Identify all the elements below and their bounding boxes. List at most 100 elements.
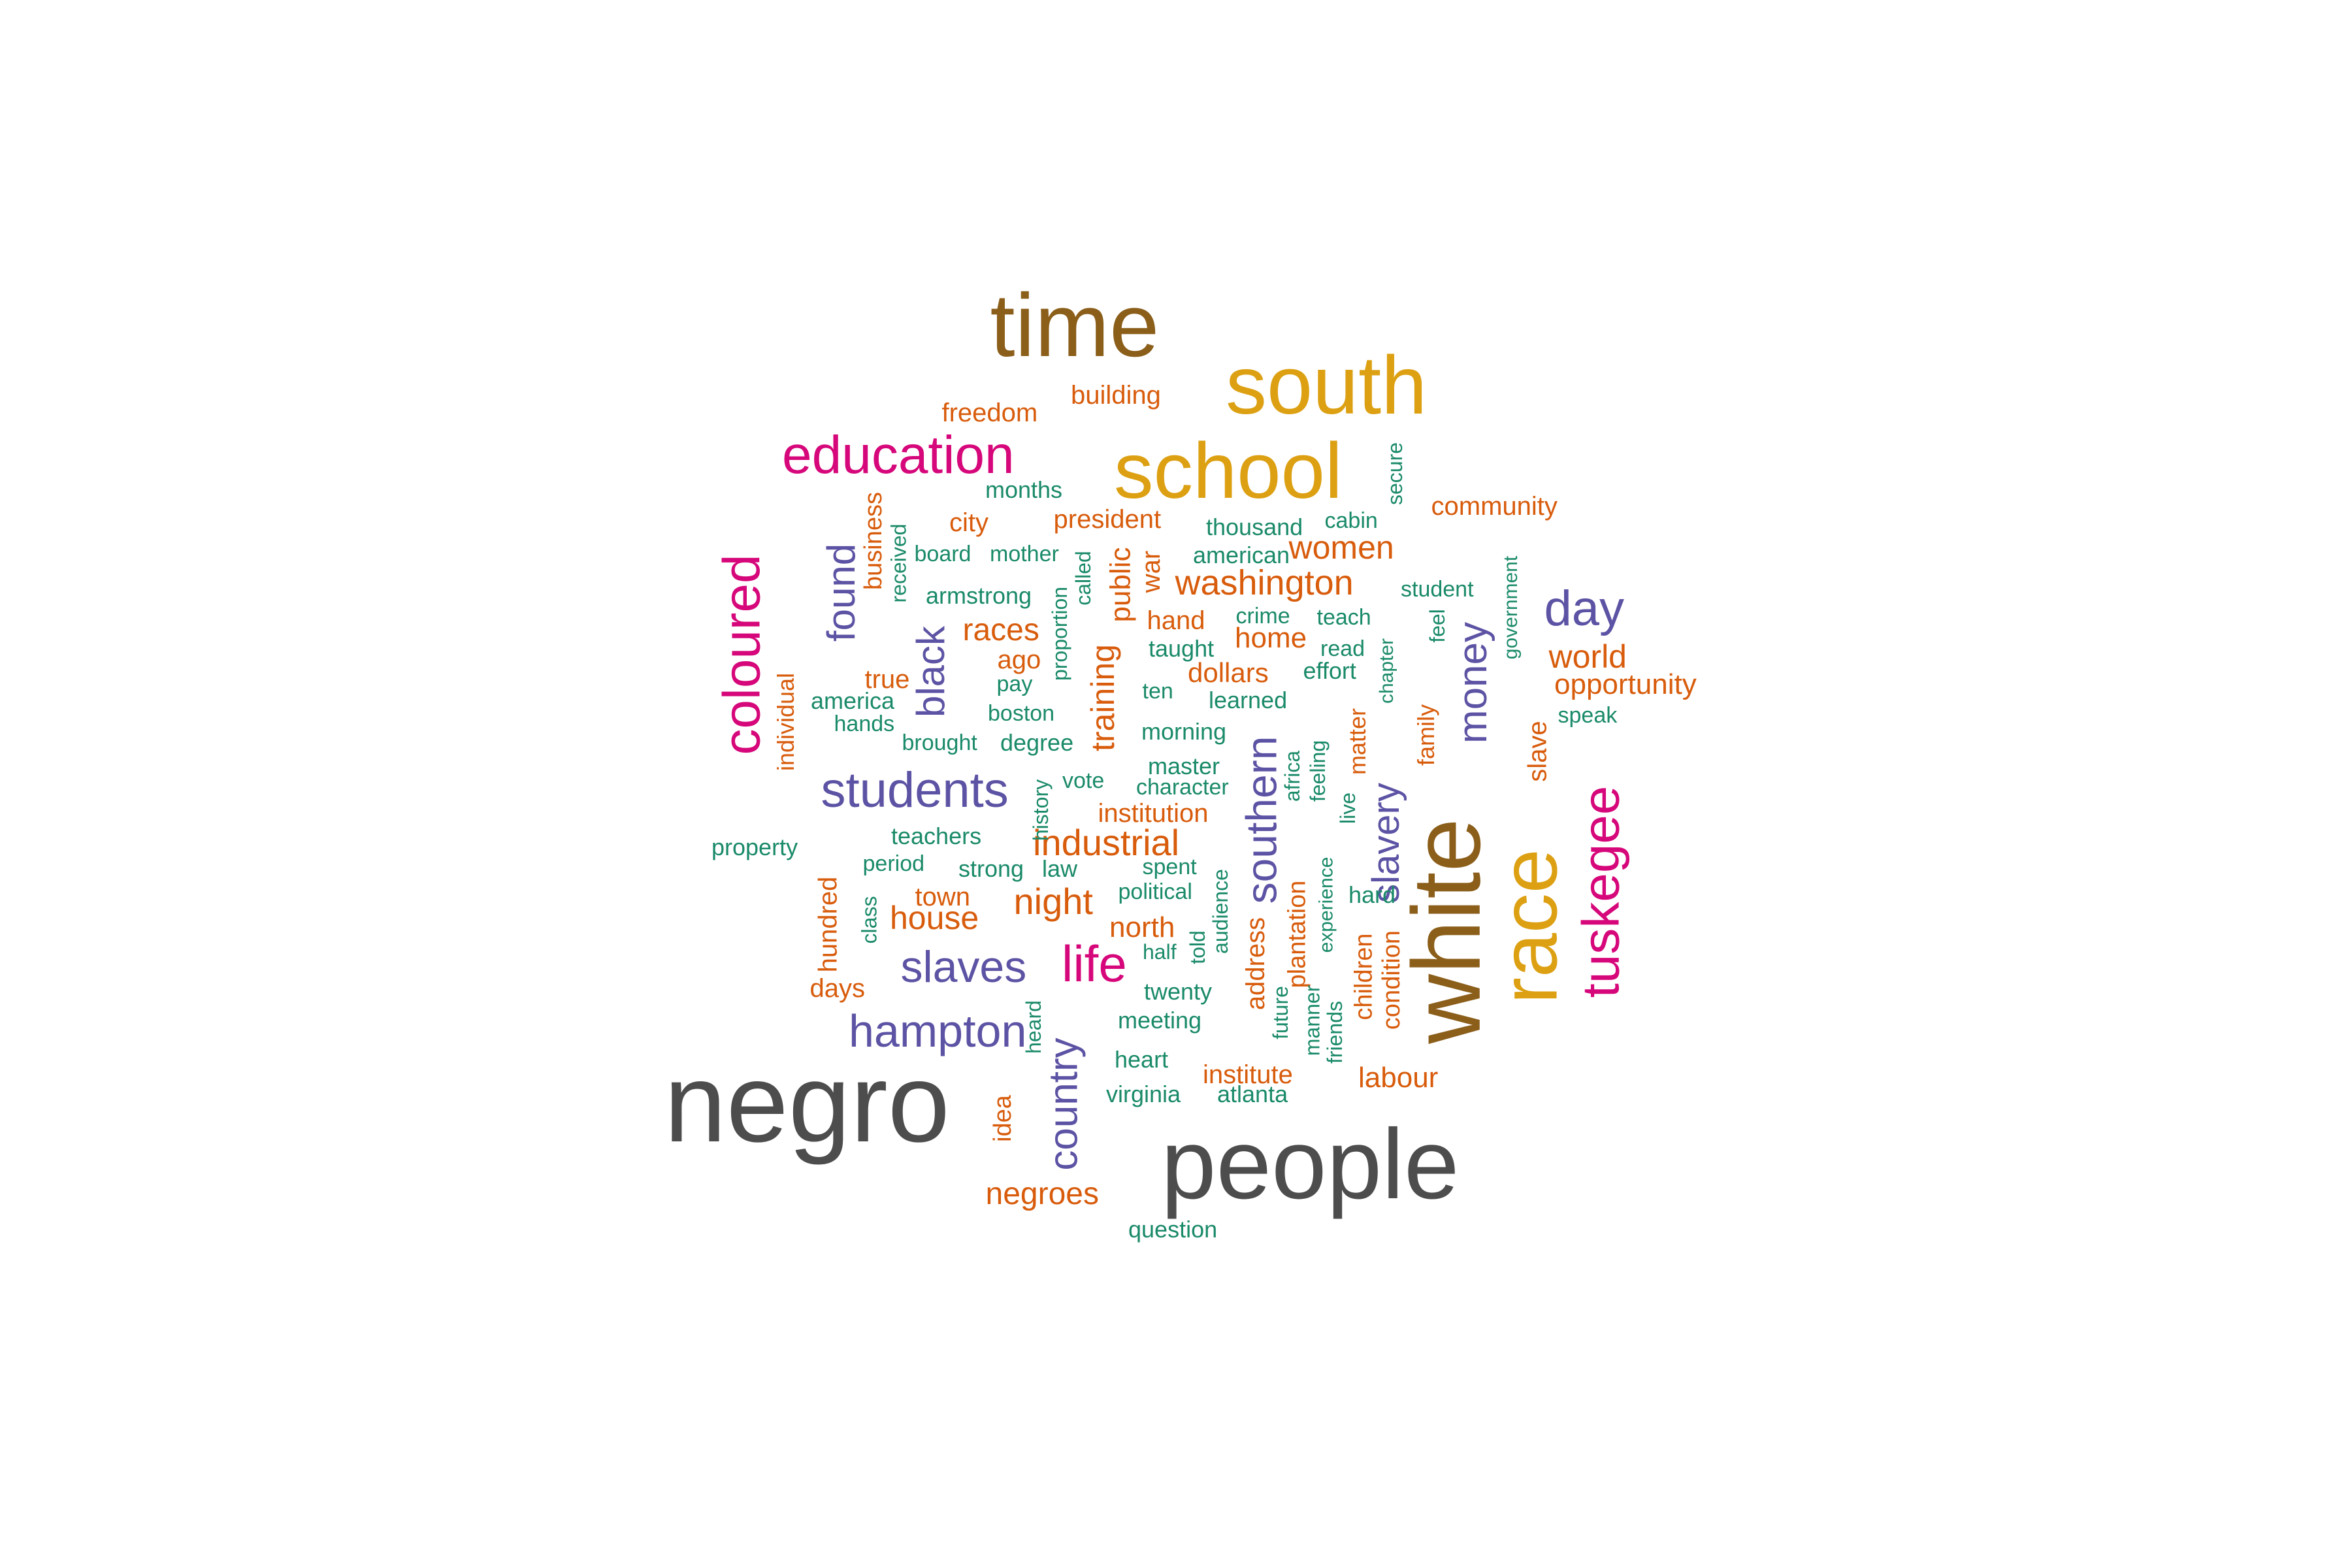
word-building: building <box>1071 381 1161 410</box>
word-city: city <box>949 508 988 537</box>
word-true: true <box>864 665 910 694</box>
word-race: race <box>1484 849 1574 1004</box>
word-feel: feel <box>1425 609 1449 643</box>
word-coloured: coloured <box>711 554 770 755</box>
word-school: school <box>1114 425 1343 515</box>
word-hard: hard <box>1348 881 1396 908</box>
word-political: political <box>1118 879 1192 904</box>
word-public: public <box>1103 547 1136 623</box>
word-live: live <box>1336 792 1360 825</box>
word-idea: idea <box>988 1095 1017 1142</box>
word-history: history <box>1029 779 1053 841</box>
word-institution: institution <box>1098 799 1209 828</box>
word-chapter: chapter <box>1376 638 1398 704</box>
word-government: government <box>1500 555 1522 660</box>
word-slaves: slaves <box>900 942 1027 992</box>
word-women: women <box>1288 529 1394 566</box>
word-tuskegee: tuskegee <box>1571 785 1629 998</box>
word-labour: labour <box>1358 1062 1439 1094</box>
word-negro: negro <box>664 1040 950 1166</box>
word-white: white <box>1392 818 1501 1044</box>
word-washington: washington <box>1175 563 1354 602</box>
word-learned: learned <box>1209 687 1288 713</box>
word-board: board <box>914 542 972 566</box>
word-period: period <box>862 851 925 876</box>
word-law: law <box>1042 855 1078 882</box>
word-institute: institute <box>1203 1060 1293 1089</box>
word-family: family <box>1413 704 1440 766</box>
word-education: education <box>782 425 1015 485</box>
word-dollars: dollars <box>1188 657 1269 688</box>
word-hands: hands <box>834 711 895 736</box>
word-property: property <box>711 834 798 860</box>
word-called: called <box>1071 551 1095 606</box>
word-teach: teach <box>1316 605 1371 630</box>
word-vote: vote <box>1062 768 1105 793</box>
word-town: town <box>915 883 971 911</box>
word-students: students <box>821 762 1009 818</box>
word-master: master <box>1148 753 1220 779</box>
word-told: told <box>1185 930 1209 964</box>
word-freedom: freedom <box>941 399 1038 427</box>
word-races: races <box>962 613 1039 647</box>
word-class: class <box>857 896 881 944</box>
word-slave: slave <box>1523 721 1552 782</box>
word-plantation: plantation <box>1282 880 1311 988</box>
word-world: world <box>1548 638 1627 675</box>
word-people: people <box>1161 1109 1460 1220</box>
word-hundred: hundred <box>813 876 842 973</box>
word-community: community <box>1431 492 1558 521</box>
word-pay: pay <box>996 672 1033 696</box>
word-boston: boston <box>988 701 1055 726</box>
word-proportion: proportion <box>1048 586 1072 681</box>
word-half: half <box>1143 940 1177 964</box>
word-cabin: cabin <box>1324 508 1378 533</box>
word-address: address <box>1241 917 1271 1011</box>
word-ago: ago <box>997 645 1041 674</box>
word-north: north <box>1109 911 1175 943</box>
word-individual: individual <box>772 672 800 772</box>
word-armstrong: armstrong <box>926 582 1032 609</box>
word-night: night <box>1013 881 1093 922</box>
word-ten: ten <box>1142 679 1173 704</box>
word-business: business <box>859 492 887 590</box>
word-morning: morning <box>1141 718 1227 745</box>
word-teachers: teachers <box>891 823 982 849</box>
word-hand: hand <box>1147 606 1205 635</box>
word-twenty: twenty <box>1144 978 1213 1005</box>
word-black: black <box>909 625 953 718</box>
word-life: life <box>1062 935 1127 992</box>
word-country: country <box>1041 1037 1086 1171</box>
word-industrial: industrial <box>1033 822 1180 863</box>
word-spent: spent <box>1142 855 1197 879</box>
word-training: training <box>1085 644 1121 751</box>
word-time: time <box>990 275 1160 376</box>
word-opportunity: opportunity <box>1554 668 1697 700</box>
word-home: home <box>1235 622 1307 654</box>
word-president: president <box>1053 505 1162 534</box>
word-south: south <box>1226 339 1428 431</box>
word-found: found <box>819 543 864 642</box>
word-feeling: feeling <box>1306 740 1330 802</box>
word-friends: friends <box>1323 1000 1347 1064</box>
word-student: student <box>1401 577 1474 602</box>
word-meeting: meeting <box>1118 1007 1202 1034</box>
word-africa: africa <box>1281 750 1305 802</box>
word-received: received <box>886 523 910 603</box>
word-crime: crime <box>1235 604 1290 629</box>
word-effort: effort <box>1303 657 1356 684</box>
word-heard: heard <box>1021 1000 1045 1054</box>
word-thousand: thousand <box>1206 514 1303 540</box>
word-secure: secure <box>1383 442 1407 506</box>
word-character: character <box>1136 775 1229 800</box>
word-taught: taught <box>1149 635 1215 662</box>
word-months: months <box>985 476 1063 503</box>
word-southern: southern <box>1236 736 1285 904</box>
word-brought: brought <box>902 730 977 755</box>
word-question: question <box>1128 1216 1218 1243</box>
word-children: children <box>1350 933 1378 1021</box>
word-days: days <box>809 974 866 1003</box>
word-matter: matter <box>1344 708 1371 776</box>
word-mother: mother <box>990 542 1059 566</box>
